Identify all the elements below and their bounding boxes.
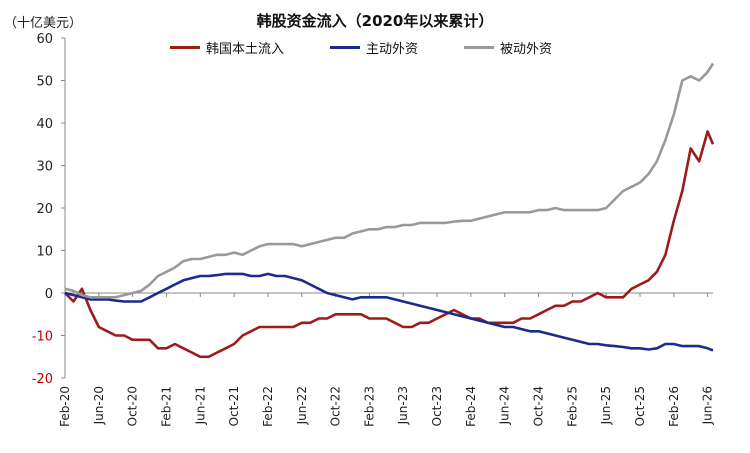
- x-tick-label: Jun-20: [92, 386, 106, 425]
- legend-label-domestic: 韩国本土流入: [206, 42, 285, 57]
- chart-title: 韩股资金流入（2020年以来累计）: [256, 12, 494, 30]
- x-tick-label: Oct-20: [126, 386, 140, 426]
- x-tick-label: Feb-25: [565, 386, 579, 427]
- y-tick-label: 40: [36, 117, 53, 132]
- legend-item-passive-foreign: 被动外资: [464, 38, 552, 57]
- unit-label: （十亿美元）: [4, 16, 83, 31]
- y-tick-label: 60: [36, 32, 53, 47]
- x-tick-label: Oct-24: [532, 386, 546, 426]
- legend-swatch-passive-foreign: [464, 46, 495, 49]
- legend-swatch-active-foreign: [330, 46, 361, 49]
- y-tick-label: 0: [45, 287, 53, 302]
- x-tick-label: Jun-21: [193, 386, 207, 425]
- x-tick-label: Feb-24: [464, 386, 478, 427]
- y-tick-label: -20: [32, 372, 53, 387]
- y-tick-label: 10: [36, 245, 53, 260]
- x-tick-label: Jun-22: [295, 386, 309, 425]
- y-tick-label: 30: [36, 160, 53, 175]
- x-tick-label: Feb-20: [58, 386, 72, 427]
- legend-item-domestic: 韩国本土流入: [170, 38, 284, 57]
- y-tick-label: 50: [36, 75, 53, 90]
- series-line-passive-foreign: [64, 62, 715, 299]
- x-tick-label: Jun-26: [701, 386, 715, 425]
- x-tick-label: Feb-21: [159, 386, 173, 427]
- y-tick-label: -10: [32, 330, 53, 345]
- x-tick-label: Feb-26: [667, 386, 681, 427]
- y-tick-label: 20: [36, 202, 53, 217]
- legend-swatch-domestic: [170, 46, 200, 49]
- x-tick-label: Jun-24: [498, 386, 512, 425]
- x-tick-label: Feb-23: [362, 386, 376, 427]
- x-tick-label: Feb-22: [261, 386, 275, 427]
- series-line-domestic: [64, 130, 715, 359]
- x-tick-label: Oct-21: [227, 386, 241, 426]
- legend-item-active-foreign: 主动外资: [330, 38, 418, 57]
- legend: 韩国本土流入 主动外资 被动外资: [170, 38, 552, 57]
- x-tick-label: Jun-23: [396, 386, 410, 425]
- x-tick-label: Oct-22: [329, 386, 343, 426]
- series-line-active-foreign: [64, 272, 714, 352]
- x-tick-label: Oct-23: [430, 386, 444, 426]
- legend-label-passive-foreign: 被动外资: [500, 42, 553, 57]
- legend-label-active-foreign: 主动外资: [366, 42, 419, 57]
- x-tick-label: Jun-25: [599, 386, 613, 425]
- x-tick-label: Oct-25: [633, 386, 647, 426]
